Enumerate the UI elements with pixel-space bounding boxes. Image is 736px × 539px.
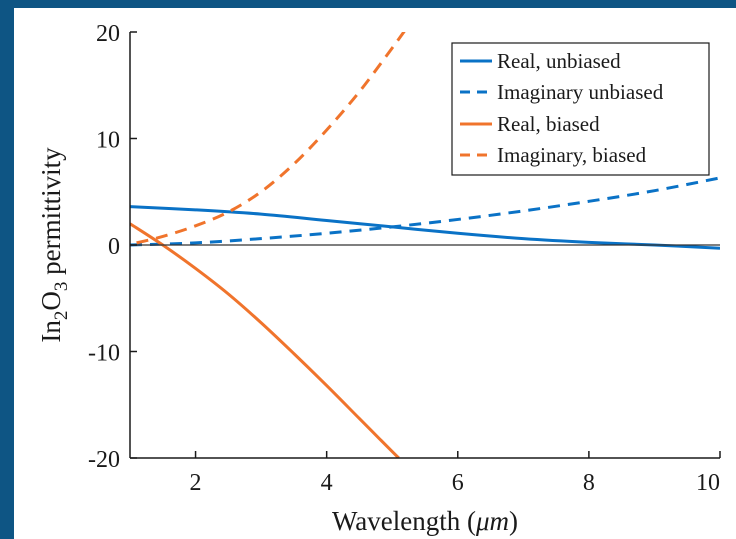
tick-layer: 2 4 6 8 10 20 10 0 -10 -20 — [88, 21, 721, 496]
y-tick-label: -10 — [88, 341, 120, 367]
x-tick-label: 10 — [696, 470, 720, 496]
series-layer — [130, 32, 720, 458]
series-line-0 — [130, 205, 720, 250]
legend-box — [451, 42, 710, 176]
y-tick-label: 10 — [96, 128, 120, 154]
x-tick-label: 4 — [321, 470, 333, 496]
x-tick-label: 6 — [452, 470, 464, 496]
legend-label-imaginary-biased: Imaginary, biased — [497, 143, 647, 167]
legend-label-real-biased: Real, biased — [497, 112, 600, 136]
x-tick-label: 8 — [583, 470, 595, 496]
legend-label-imaginary-unbiased: Imaginary unbiased — [497, 80, 664, 104]
y-tick-label: 20 — [96, 21, 120, 47]
series-line-2 — [130, 222, 400, 458]
x-tick-label: 2 — [190, 470, 202, 496]
y-tick-label: 0 — [108, 234, 120, 260]
y-tick-label: -20 — [88, 447, 120, 473]
y-axis-title: In2O3 permittivity — [36, 147, 72, 343]
x-axis-title: Wavelength (μm) — [332, 506, 518, 536]
legend-label-real-unbiased: Real, unbiased — [497, 49, 621, 73]
series-line-3 — [136, 32, 406, 245]
legend: Real, unbiased Imaginary unbiased Real, … — [451, 42, 710, 176]
